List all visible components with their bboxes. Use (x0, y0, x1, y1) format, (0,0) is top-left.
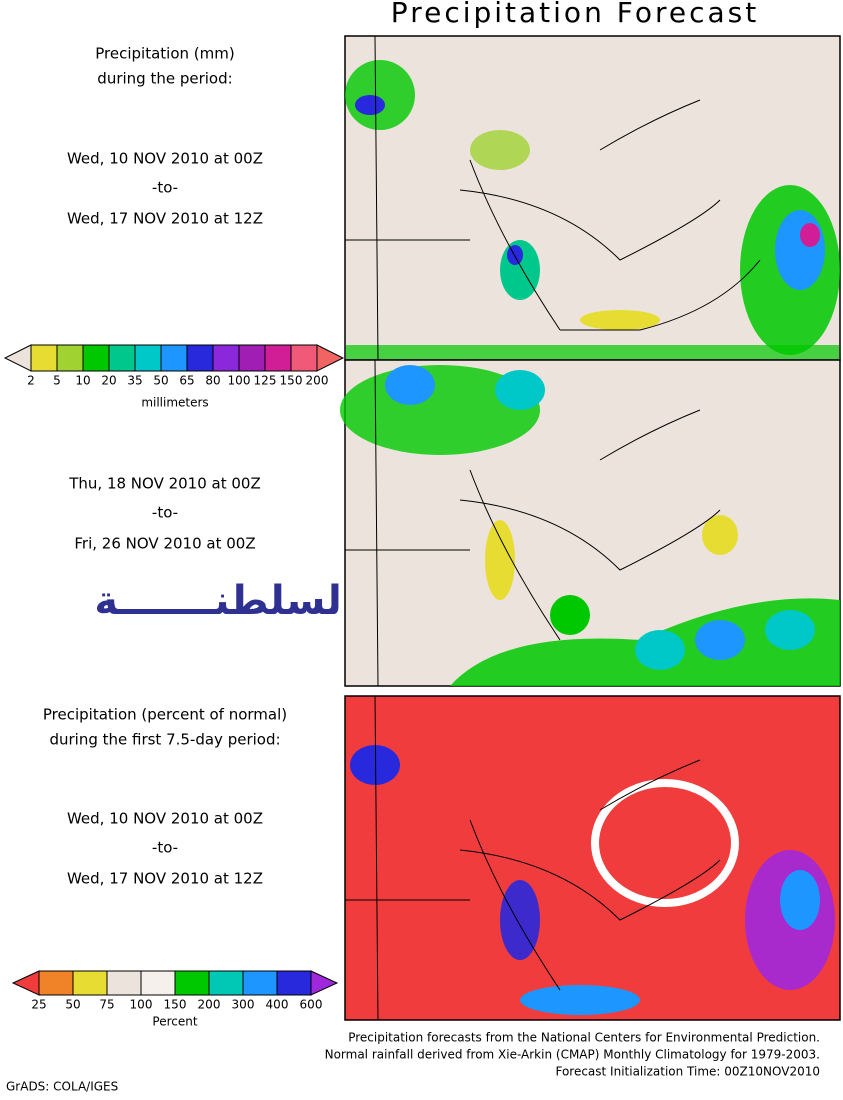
colorbar-label: 20 (101, 374, 116, 388)
colorbar-label: 25 (31, 998, 46, 1012)
colorbar-label: 100 (130, 998, 153, 1012)
colorbar-label: 125 (254, 374, 277, 388)
colorbar-label: 150 (280, 374, 303, 388)
colorbar-label: 75 (99, 998, 114, 1012)
colorbar-label: 2 (27, 374, 35, 388)
colorbar-box (290, 344, 318, 372)
colorbar-box (242, 970, 278, 996)
colorbar-arrow (316, 344, 345, 372)
colorbar-label: 300 (232, 998, 255, 1012)
colorbar-box (174, 970, 210, 996)
colorbar-box (82, 344, 110, 372)
colorbar-box (264, 344, 292, 372)
heading: Precipitation (percent of normal) (43, 706, 287, 724)
colorbar: 25 50 75 100 150 200 300 400 600 (11, 970, 339, 1012)
colorbar-label: 50 (65, 998, 80, 1012)
credit: GrADS: COLA/IGES (6, 1080, 118, 1094)
map-panel (340, 359, 841, 687)
colorbar-box (208, 970, 244, 996)
period-to: -to- (152, 504, 178, 522)
footer: Precipitation forecasts from the Nationa… (348, 1031, 820, 1045)
period-end: Wed, 17 NOV 2010 at 12Z (67, 210, 263, 228)
colorbar-box (186, 344, 214, 372)
colorbar-box (30, 344, 58, 372)
colorbar: 2 5 10 20 35 50 65 80 100 125 150 200 (3, 344, 345, 388)
colorbar-box (276, 970, 312, 996)
colorbar-label: 50 (153, 374, 168, 388)
period-end: Wed, 17 NOV 2010 at 12Z (67, 870, 263, 888)
colorbar-box (106, 970, 142, 996)
colorbar-box (134, 344, 162, 372)
colorbar-label: 80 (205, 374, 220, 388)
colorbar-arrow (3, 344, 32, 372)
period-end: Fri, 26 NOV 2010 at 00Z (74, 535, 255, 553)
colorbar-box (140, 970, 176, 996)
colorbar-box (212, 344, 240, 372)
heading: Precipitation (mm) (95, 45, 234, 63)
colorbar-arrow (310, 970, 339, 996)
colorbar-unit: Percent (152, 1015, 197, 1029)
colorbar-label: 5 (53, 374, 61, 388)
colorbar-arrow (11, 970, 40, 996)
colorbar-box (38, 970, 74, 996)
colorbar-label: 150 (164, 998, 187, 1012)
colorbar-label: 400 (266, 998, 289, 1012)
period-start: Thu, 18 NOV 2010 at 00Z (68, 475, 261, 493)
colorbar-box (72, 970, 108, 996)
colorbar-label: 35 (127, 374, 142, 388)
colorbar-box (56, 344, 84, 372)
colorbar-label: 200 (306, 374, 329, 388)
colorbar-label: 65 (179, 374, 194, 388)
colorbar-unit: millimeters (141, 396, 208, 410)
colorbar-box (108, 344, 136, 372)
heading: during the first 7.5-day period: (49, 731, 280, 749)
colorbar-label: 100 (228, 374, 251, 388)
map-panel (344, 35, 841, 361)
colorbar-box (160, 344, 188, 372)
map-panel (344, 695, 841, 1021)
left-text: Precipitation (mm) during the period: We… (43, 45, 486, 888)
footer: Normal rainfall derived from Xie-Arkin (… (325, 1048, 820, 1062)
period-to: -to- (152, 179, 178, 197)
colorbar-label: 600 (300, 998, 323, 1012)
period-to: -to- (152, 839, 178, 857)
period-start: Wed, 10 NOV 2010 at 00Z (67, 810, 263, 828)
colorbar-label: 10 (75, 374, 90, 388)
colorbar-label: 200 (198, 998, 221, 1012)
period-start: Wed, 10 NOV 2010 at 00Z (67, 150, 263, 168)
footer: Forecast Initialization Time: 00Z10NOV20… (555, 1065, 820, 1079)
heading: during the period: (97, 70, 232, 88)
title: Precipitation Forecast (391, 0, 759, 29)
colorbar-box (238, 344, 266, 372)
